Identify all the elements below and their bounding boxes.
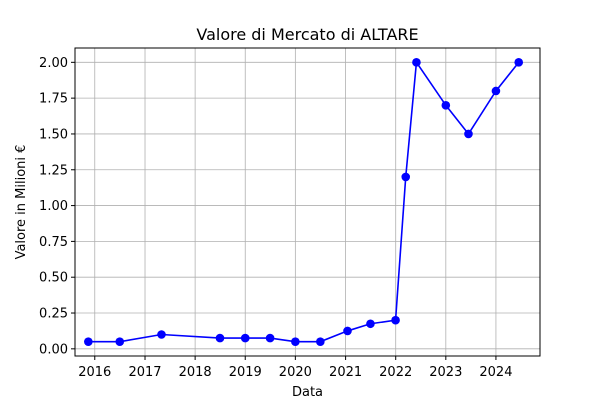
y-tick-label: 0.00: [39, 342, 68, 357]
data-point: [240, 333, 250, 343]
x-tick-label: 2018: [179, 365, 212, 380]
y-tick-label: 2.00: [39, 56, 68, 71]
x-tick-label: 2023: [429, 365, 462, 380]
y-tick-label: 0.50: [39, 271, 68, 286]
y-tick-label: 1.75: [39, 92, 68, 107]
data-point: [401, 172, 411, 182]
x-tick-label: 2021: [329, 365, 362, 380]
x-tick-label: 2022: [379, 365, 412, 380]
data-point: [316, 337, 325, 346]
data-point: [464, 129, 473, 139]
chart-title: Valore di Mercato di ALTARE: [196, 25, 418, 44]
data-point: [491, 86, 501, 96]
x-tick-label: 2019: [229, 365, 262, 380]
x-tick-label: 2024: [479, 365, 512, 380]
plot-area: [74, 47, 541, 357]
y-tick-label: 1.00: [39, 199, 68, 214]
data-point: [391, 315, 400, 325]
y-tick-label: 0.25: [39, 307, 68, 322]
data-point: [514, 58, 524, 67]
data-point: [215, 333, 225, 343]
y-tick-label: 1.50: [39, 127, 68, 142]
y-tick-label: 0.75: [39, 235, 68, 250]
x-tick-label: 2017: [128, 365, 161, 380]
y-tick-label: 1.25: [39, 163, 68, 178]
y-axis-ticks: 0.00 0.25 0.50 0.75 1.00 1.25 1.50 1.75 2.00: [39, 56, 75, 357]
x-tick-label: 2020: [279, 365, 312, 380]
data-point: [157, 330, 166, 339]
x-axis-label: Data: [292, 385, 323, 400]
data-point: [84, 337, 93, 346]
x-tick-label: 2016: [78, 365, 111, 380]
y-axis-label: Valore in Milioni €: [14, 145, 29, 260]
data-point: [115, 337, 125, 346]
data-point: [412, 58, 421, 67]
x-axis-ticks: 2016 2017 2018 2019 2020 2021 2022 2023 2024: [78, 356, 512, 380]
data-point: [265, 333, 275, 343]
data-point: [441, 101, 451, 110]
data-point: [366, 319, 375, 329]
data-point: [291, 337, 300, 346]
data-series: [84, 58, 524, 346]
grid-lines: [75, 48, 540, 356]
data-point: [343, 326, 352, 336]
